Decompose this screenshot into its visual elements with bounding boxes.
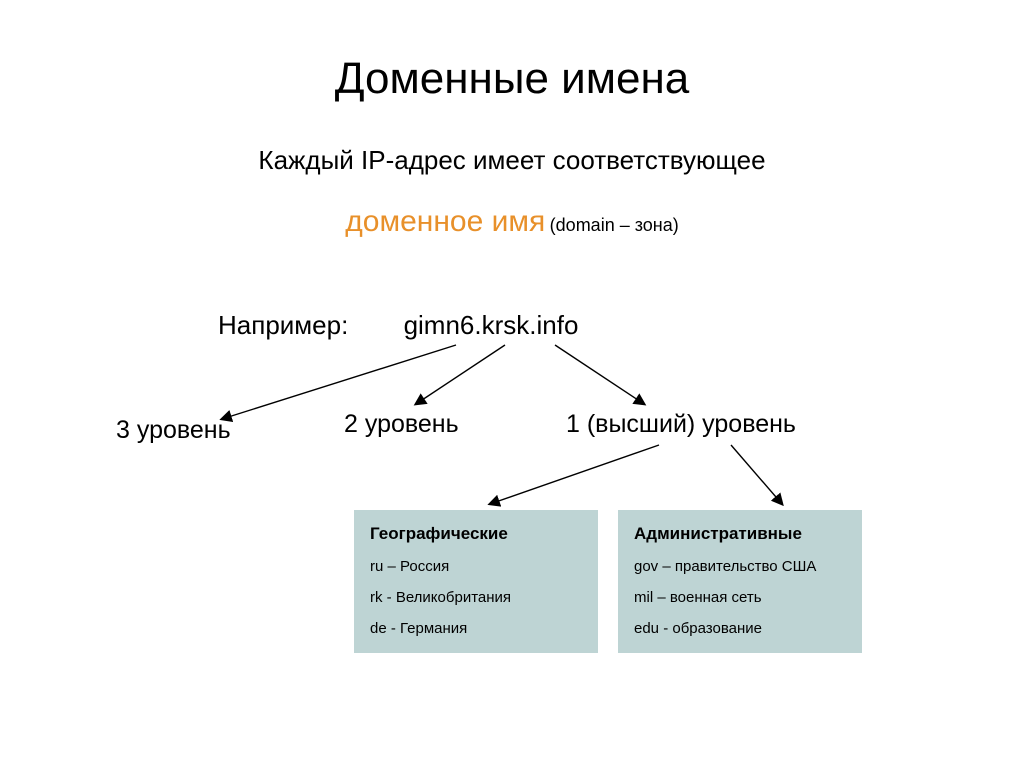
box-geo-title: Географические [370, 524, 582, 544]
box-geo-item: rk - Великобритания [370, 589, 582, 606]
level-3-label: 3 уровень [116, 416, 231, 445]
box-admin-item: edu - образование [634, 620, 846, 637]
highlight-text: доменное имя [345, 205, 545, 238]
slide-title: Доменные имена [0, 54, 1024, 104]
box-admin-item: mil – военная сеть [634, 589, 846, 606]
example-label: Например: [218, 310, 348, 340]
box-administrative: Административные gov – правительство США… [618, 510, 862, 653]
box-geographic: Географические ru – Россия rk - Великобр… [354, 510, 598, 653]
highlight-note: (domain – зона) [550, 215, 679, 235]
level-2-label: 2 уровень [344, 410, 459, 439]
box-geo-item: ru – Россия [370, 558, 582, 575]
example-line: Например: gimn6.krsk.info [218, 310, 578, 341]
box-admin-title: Административные [634, 524, 846, 544]
highlight-line: доменное имя (domain – зона) [0, 205, 1024, 239]
level-1-label: 1 (высший) уровень [566, 410, 796, 439]
slide-subtitle: Каждый IP-адрес имеет соответствующее [0, 145, 1024, 176]
box-geo-item: de - Германия [370, 620, 582, 637]
example-value: gimn6.krsk.info [404, 310, 579, 340]
box-admin-item: gov – правительство США [634, 558, 846, 575]
